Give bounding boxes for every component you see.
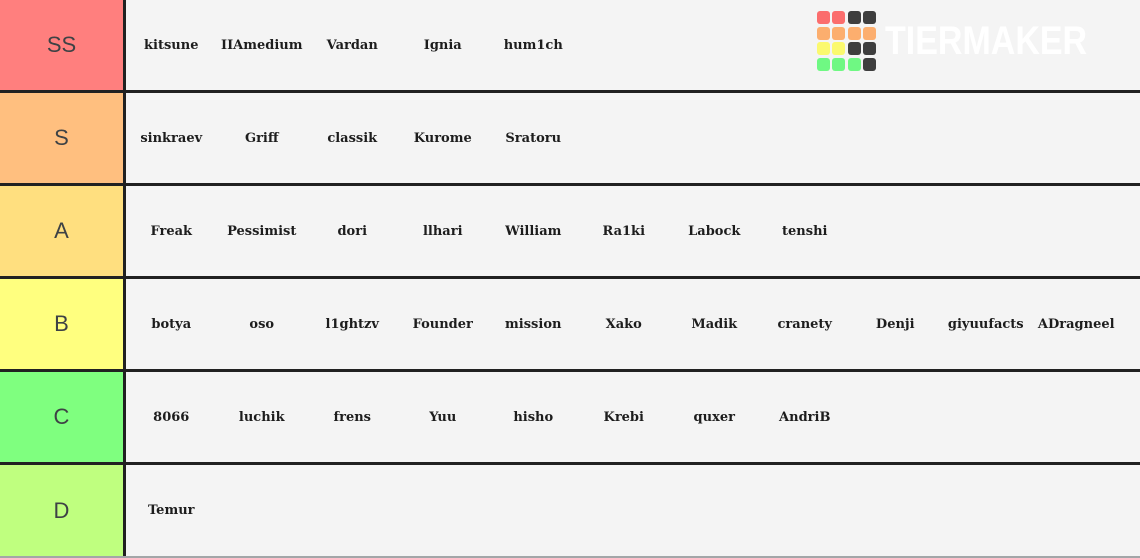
tier-item[interactable]: 8066 <box>153 409 190 425</box>
tier-item[interactable]: Griff <box>244 130 279 146</box>
tier-item[interactable]: William <box>505 223 562 239</box>
tier-row: C 8066 luchik frens Yuu hisho Krebi quxer Andri… <box>0 372 1140 465</box>
tier-content: kitsune IIAmedium Vardan Ignia hum1ch <box>126 0 1140 90</box>
tier-item[interactable]: dori <box>337 223 368 239</box>
tier-row: A Freak Pessimist dori llhari William Ra1ki La… <box>0 186 1140 279</box>
tier-label-B: B <box>0 279 126 369</box>
tier-item[interactable]: quxer <box>693 409 735 425</box>
tier-item[interactable]: Madik <box>691 316 738 332</box>
tier-label-A: A <box>0 186 126 276</box>
tier-item[interactable]: AndriB <box>779 409 831 425</box>
tier-content: botya oso l1ghtzv Founder mission Xako Madik cr… <box>126 279 1140 369</box>
tier-item[interactable]: l1ghtzv <box>325 316 379 332</box>
tier-item[interactable]: luchik <box>238 409 285 425</box>
tier-item[interactable]: llhari <box>422 223 463 239</box>
tier-item[interactable]: sinkraev <box>140 130 203 146</box>
tier-item[interactable]: Vardan <box>326 37 378 53</box>
tier-item[interactable]: Freak <box>150 223 193 239</box>
tier-item[interactable]: oso <box>249 316 275 332</box>
tier-item[interactable]: Founder <box>412 316 473 332</box>
tier-item[interactable]: Ra1ki <box>602 223 646 239</box>
tier-row: S sinkraev Griff classik Kurome Sratoru <box>0 93 1140 186</box>
tier-label-text: B <box>54 311 69 336</box>
tier-item[interactable]: Krebi <box>603 409 644 425</box>
tier-label-text: C <box>53 404 70 429</box>
tier-label-text: S <box>54 125 69 150</box>
tier-item[interactable]: Ignia <box>423 37 462 53</box>
tier-content: Freak Pessimist dori llhari William Ra1ki Labo… <box>126 186 1140 276</box>
tier-content: 8066 luchik frens Yuu hisho Krebi quxer AndriB <box>126 372 1140 462</box>
tier-row: B botya oso l1ghtzv Founder mission Xako Madik… <box>0 279 1140 372</box>
tier-item[interactable]: giyuufacts <box>947 316 1024 332</box>
tier-label-SS: SS <box>0 0 126 90</box>
tier-item[interactable]: Labock <box>688 223 741 239</box>
tier-label-text: A <box>54 218 69 243</box>
tier-label-text: D <box>53 497 70 523</box>
tier-label-S: S <box>0 93 126 183</box>
tier-item[interactable]: Xako <box>605 316 642 332</box>
tier-row: SS kitsune IIAmedium Vardan Ignia hum1ch <box>0 0 1140 93</box>
tier-item[interactable]: IIAmedium <box>220 37 303 53</box>
tier-item[interactable]: hisho <box>513 409 554 425</box>
tier-label-C: C <box>0 372 126 462</box>
tier-item[interactable]: Yuu <box>429 409 457 425</box>
tier-label-text: SS <box>46 32 77 57</box>
tier-item[interactable]: classik <box>327 130 378 146</box>
tier-item[interactable]: Temur <box>147 503 195 518</box>
tier-item[interactable]: Kurome <box>413 130 472 146</box>
tier-item[interactable]: Pessimist <box>227 223 297 239</box>
tier-row: D Temur <box>0 465 1140 558</box>
tier-content: Temur <box>126 465 1140 556</box>
tier-content: sinkraev Griff classik Kurome Sratoru <box>126 93 1140 183</box>
tier-item[interactable]: botya <box>151 316 192 332</box>
tier-item[interactable]: Denji <box>875 316 915 332</box>
tier-item[interactable]: frens <box>333 409 371 425</box>
tier-label-D: D <box>0 465 126 556</box>
tier-item[interactable]: hum1ch <box>503 37 563 53</box>
tier-item[interactable]: mission <box>505 316 562 332</box>
tier-item[interactable]: tenshi <box>782 223 828 239</box>
tier-item[interactable]: kitsune <box>144 37 199 53</box>
tier-item[interactable]: ADragneel <box>1037 316 1115 332</box>
tier-item[interactable]: Sratoru <box>505 130 562 146</box>
tier-item[interactable]: cranety <box>777 316 832 332</box>
